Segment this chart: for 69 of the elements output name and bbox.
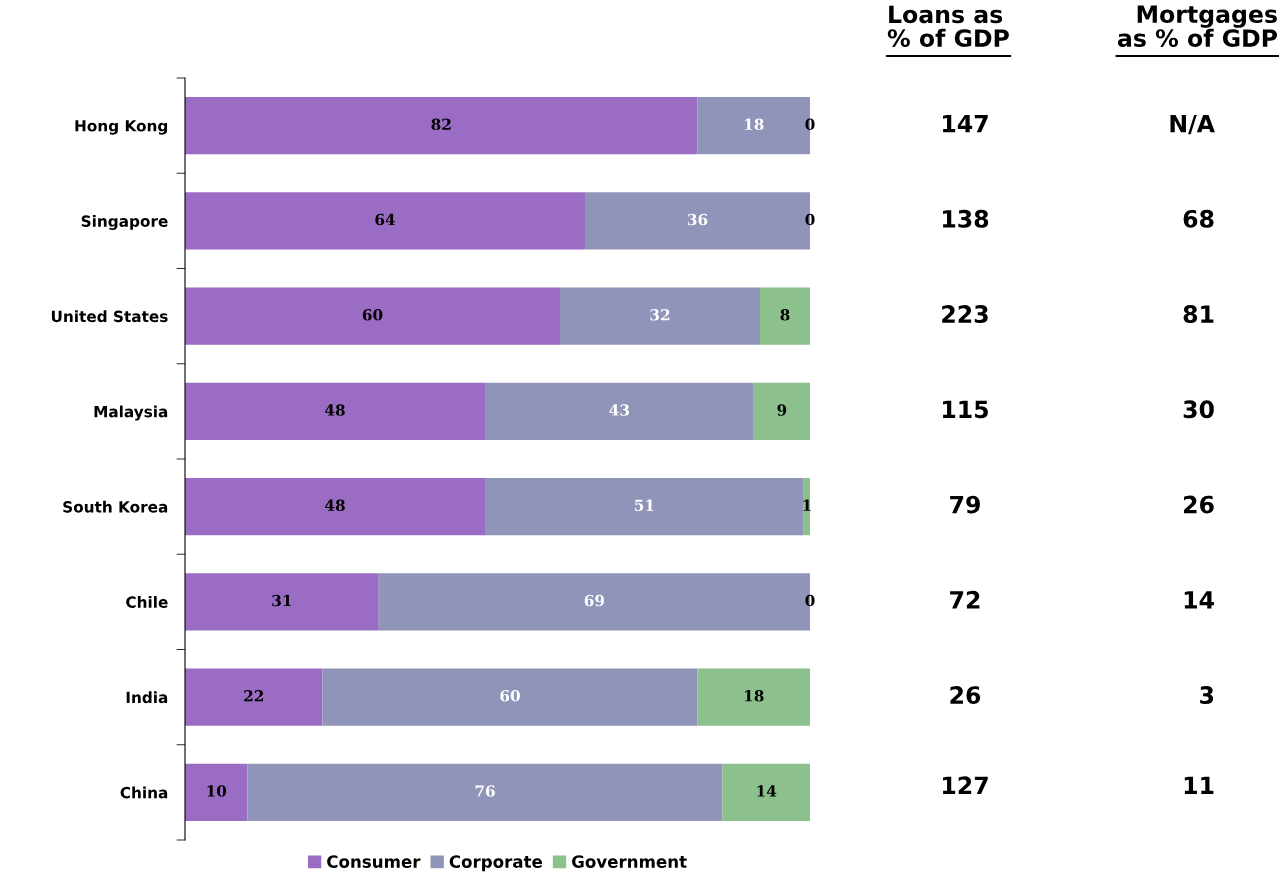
text: 68 (1183, 209, 1214, 228)
bar (485, 478, 804, 536)
data-label: 10 (207, 785, 227, 797)
text: N/A (1170, 114, 1215, 135)
text: 14 (1184, 591, 1214, 609)
data-label: 14 (757, 785, 777, 797)
bar (722, 763, 810, 821)
text: 3 (1200, 686, 1214, 704)
text: 115 (943, 400, 988, 419)
data-label: 60 (362, 309, 383, 321)
bar (485, 382, 754, 440)
bar (185, 192, 585, 250)
data-label: 51 (635, 499, 654, 512)
legend-label: Government (572, 855, 687, 868)
bar (697, 668, 810, 726)
bar (560, 287, 760, 345)
text: 138 (943, 209, 989, 228)
bar (247, 763, 723, 821)
text: 223 (942, 305, 988, 323)
text: 147 (943, 114, 988, 133)
data-label: 9 (777, 404, 787, 416)
bar (322, 668, 698, 726)
text: 79 (950, 495, 980, 514)
text: 26 (1184, 495, 1214, 514)
data-label: 48 (325, 499, 345, 512)
bar (185, 382, 485, 440)
y-tick-label: Hong Kong (75, 120, 168, 135)
y-tick-label: Chile (126, 596, 168, 608)
text: 30 (1183, 400, 1214, 419)
data-label: 22 (244, 690, 264, 702)
text: 127 (943, 776, 988, 794)
bar (185, 573, 379, 631)
data-label: 69 (584, 594, 605, 607)
data-label: 64 (375, 213, 395, 226)
bar (185, 287, 560, 345)
bar (753, 382, 810, 440)
y-tick-label: India (126, 691, 168, 704)
bar (760, 287, 810, 345)
data-label: 43 (609, 404, 630, 416)
y-tick-label: Malaysia (94, 405, 168, 421)
bar (185, 478, 485, 536)
data-label: 32 (650, 309, 670, 321)
data-label: 76 (475, 785, 495, 797)
text: Mortgages as % of GDP (1117, 5, 1278, 48)
text: 11 (1184, 776, 1214, 794)
text: 26 (950, 686, 981, 704)
data-label: 60 (500, 690, 520, 702)
data-label: 8 (780, 309, 790, 321)
legend-label: Corporate (449, 855, 543, 872)
text: 81 (1183, 305, 1214, 323)
bar (185, 668, 323, 726)
data-label: 82 (431, 118, 451, 131)
data-label: 36 (687, 213, 708, 226)
data-label: 31 (272, 594, 291, 607)
y-tick-label: United States (51, 310, 168, 323)
legend-label: Consumer (327, 855, 421, 868)
data-label: 48 (325, 404, 345, 416)
bar (185, 763, 248, 821)
bar (185, 97, 698, 155)
data-label: 0 (805, 213, 815, 226)
text: Loans as % of GDP (887, 5, 1009, 48)
y-tick-label: Singapore (81, 215, 168, 230)
y-tick-label: China (120, 786, 168, 799)
data-label: 18 (744, 690, 764, 702)
data-label: 18 (744, 118, 764, 131)
data-label: 0 (805, 118, 815, 131)
text: 72 (950, 590, 980, 609)
y-tick-label: South Korea (63, 500, 168, 513)
data-label: 0 (805, 594, 815, 607)
